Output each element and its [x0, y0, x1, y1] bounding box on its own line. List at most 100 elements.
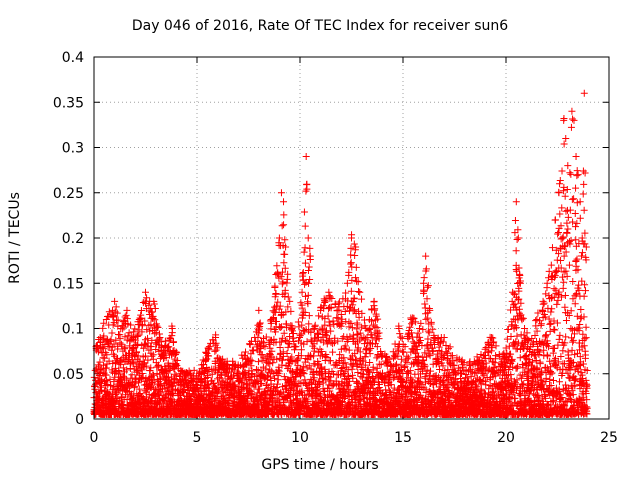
data-point: [150, 371, 158, 379]
data-point: [276, 302, 284, 310]
data-point: [276, 323, 284, 331]
data-point: [120, 323, 128, 331]
y-tick-label: 0.1: [62, 322, 84, 338]
data-point: [166, 335, 174, 343]
data-point: [286, 332, 294, 340]
data-point: [278, 280, 286, 288]
data-point: [300, 208, 308, 216]
data-point: [173, 357, 181, 365]
data-point: [172, 372, 180, 380]
data-point: [314, 348, 322, 356]
data-point: [246, 341, 254, 349]
data-point: [280, 211, 288, 219]
data-point: [97, 344, 105, 352]
data-point: [126, 337, 134, 345]
data-point: [140, 344, 148, 352]
data-point: [144, 356, 152, 364]
data-point: [273, 262, 281, 270]
data-point: [266, 340, 274, 348]
data-point: [420, 274, 428, 282]
y-tick-label: 0.15: [53, 276, 84, 292]
data-point: [219, 355, 227, 363]
data-point: [281, 286, 289, 294]
data-point: [271, 328, 279, 336]
data-point: [219, 388, 227, 396]
data-point: [297, 346, 305, 354]
data-point: [121, 345, 129, 353]
y-tick-label: 0.4: [62, 50, 84, 66]
data-point: [298, 330, 306, 338]
data-point: [269, 359, 277, 367]
data-point: [347, 287, 355, 295]
data-point: [293, 356, 301, 364]
data-point: [397, 333, 405, 341]
data-point: [149, 312, 157, 320]
data-point: [107, 381, 115, 389]
data-point: [280, 221, 288, 229]
data-point: [143, 294, 151, 302]
data-point: [351, 252, 359, 260]
data-point: [277, 338, 285, 346]
data-point: [155, 361, 163, 369]
data-point: [256, 319, 264, 327]
data-point: [278, 323, 286, 331]
data-point: [298, 321, 306, 329]
data-point: [112, 303, 120, 311]
data-point: [400, 348, 408, 356]
data-point: [142, 299, 150, 307]
data-point: [116, 335, 124, 343]
data-point: [301, 222, 309, 230]
data-point: [258, 379, 266, 387]
data-point: [215, 387, 223, 395]
data-point: [299, 369, 307, 377]
data-point: [345, 323, 353, 331]
data-point: [284, 303, 292, 311]
data-point: [327, 327, 335, 335]
data-point: [255, 385, 263, 393]
data-point: [256, 320, 264, 328]
data-point: [150, 376, 158, 384]
data-point: [108, 343, 116, 351]
data-point: [294, 383, 302, 391]
data-point: [147, 343, 155, 351]
data-point: [326, 322, 334, 330]
grid-lines: [94, 57, 609, 419]
data-point: [299, 268, 307, 276]
data-point: [321, 299, 329, 307]
data-point: [272, 317, 280, 325]
data-point: [202, 356, 210, 364]
data-point: [299, 363, 307, 371]
data-point: [141, 317, 149, 325]
data-point: [103, 377, 111, 385]
data-point: [361, 335, 369, 343]
data-point: [99, 354, 107, 362]
data-point: [123, 315, 131, 323]
data-point: [272, 290, 280, 298]
data-point: [142, 352, 150, 360]
data-point: [329, 348, 337, 356]
data-point: [266, 344, 274, 352]
data-point: [272, 402, 280, 410]
data-point: [414, 329, 422, 337]
x-axis-label: GPS time / hours: [261, 457, 379, 473]
data-point: [148, 352, 156, 360]
data-point: [301, 376, 309, 384]
data-point: [301, 259, 309, 267]
data-point: [117, 360, 125, 368]
data-point: [146, 327, 154, 335]
data-point: [138, 321, 146, 329]
data-point: [114, 316, 122, 324]
data-point: [280, 399, 288, 407]
data-point: [113, 309, 121, 317]
data-point: [262, 365, 270, 373]
data-point: [355, 287, 363, 295]
data-point: [164, 361, 172, 369]
data-point: [134, 352, 142, 360]
data-point: [133, 368, 141, 376]
data-point: [281, 264, 289, 272]
data-point: [100, 345, 108, 353]
data-point: [254, 358, 262, 366]
data-point: [248, 357, 256, 365]
data-point: [205, 352, 213, 360]
y-tick-label: 0.3: [62, 141, 84, 157]
